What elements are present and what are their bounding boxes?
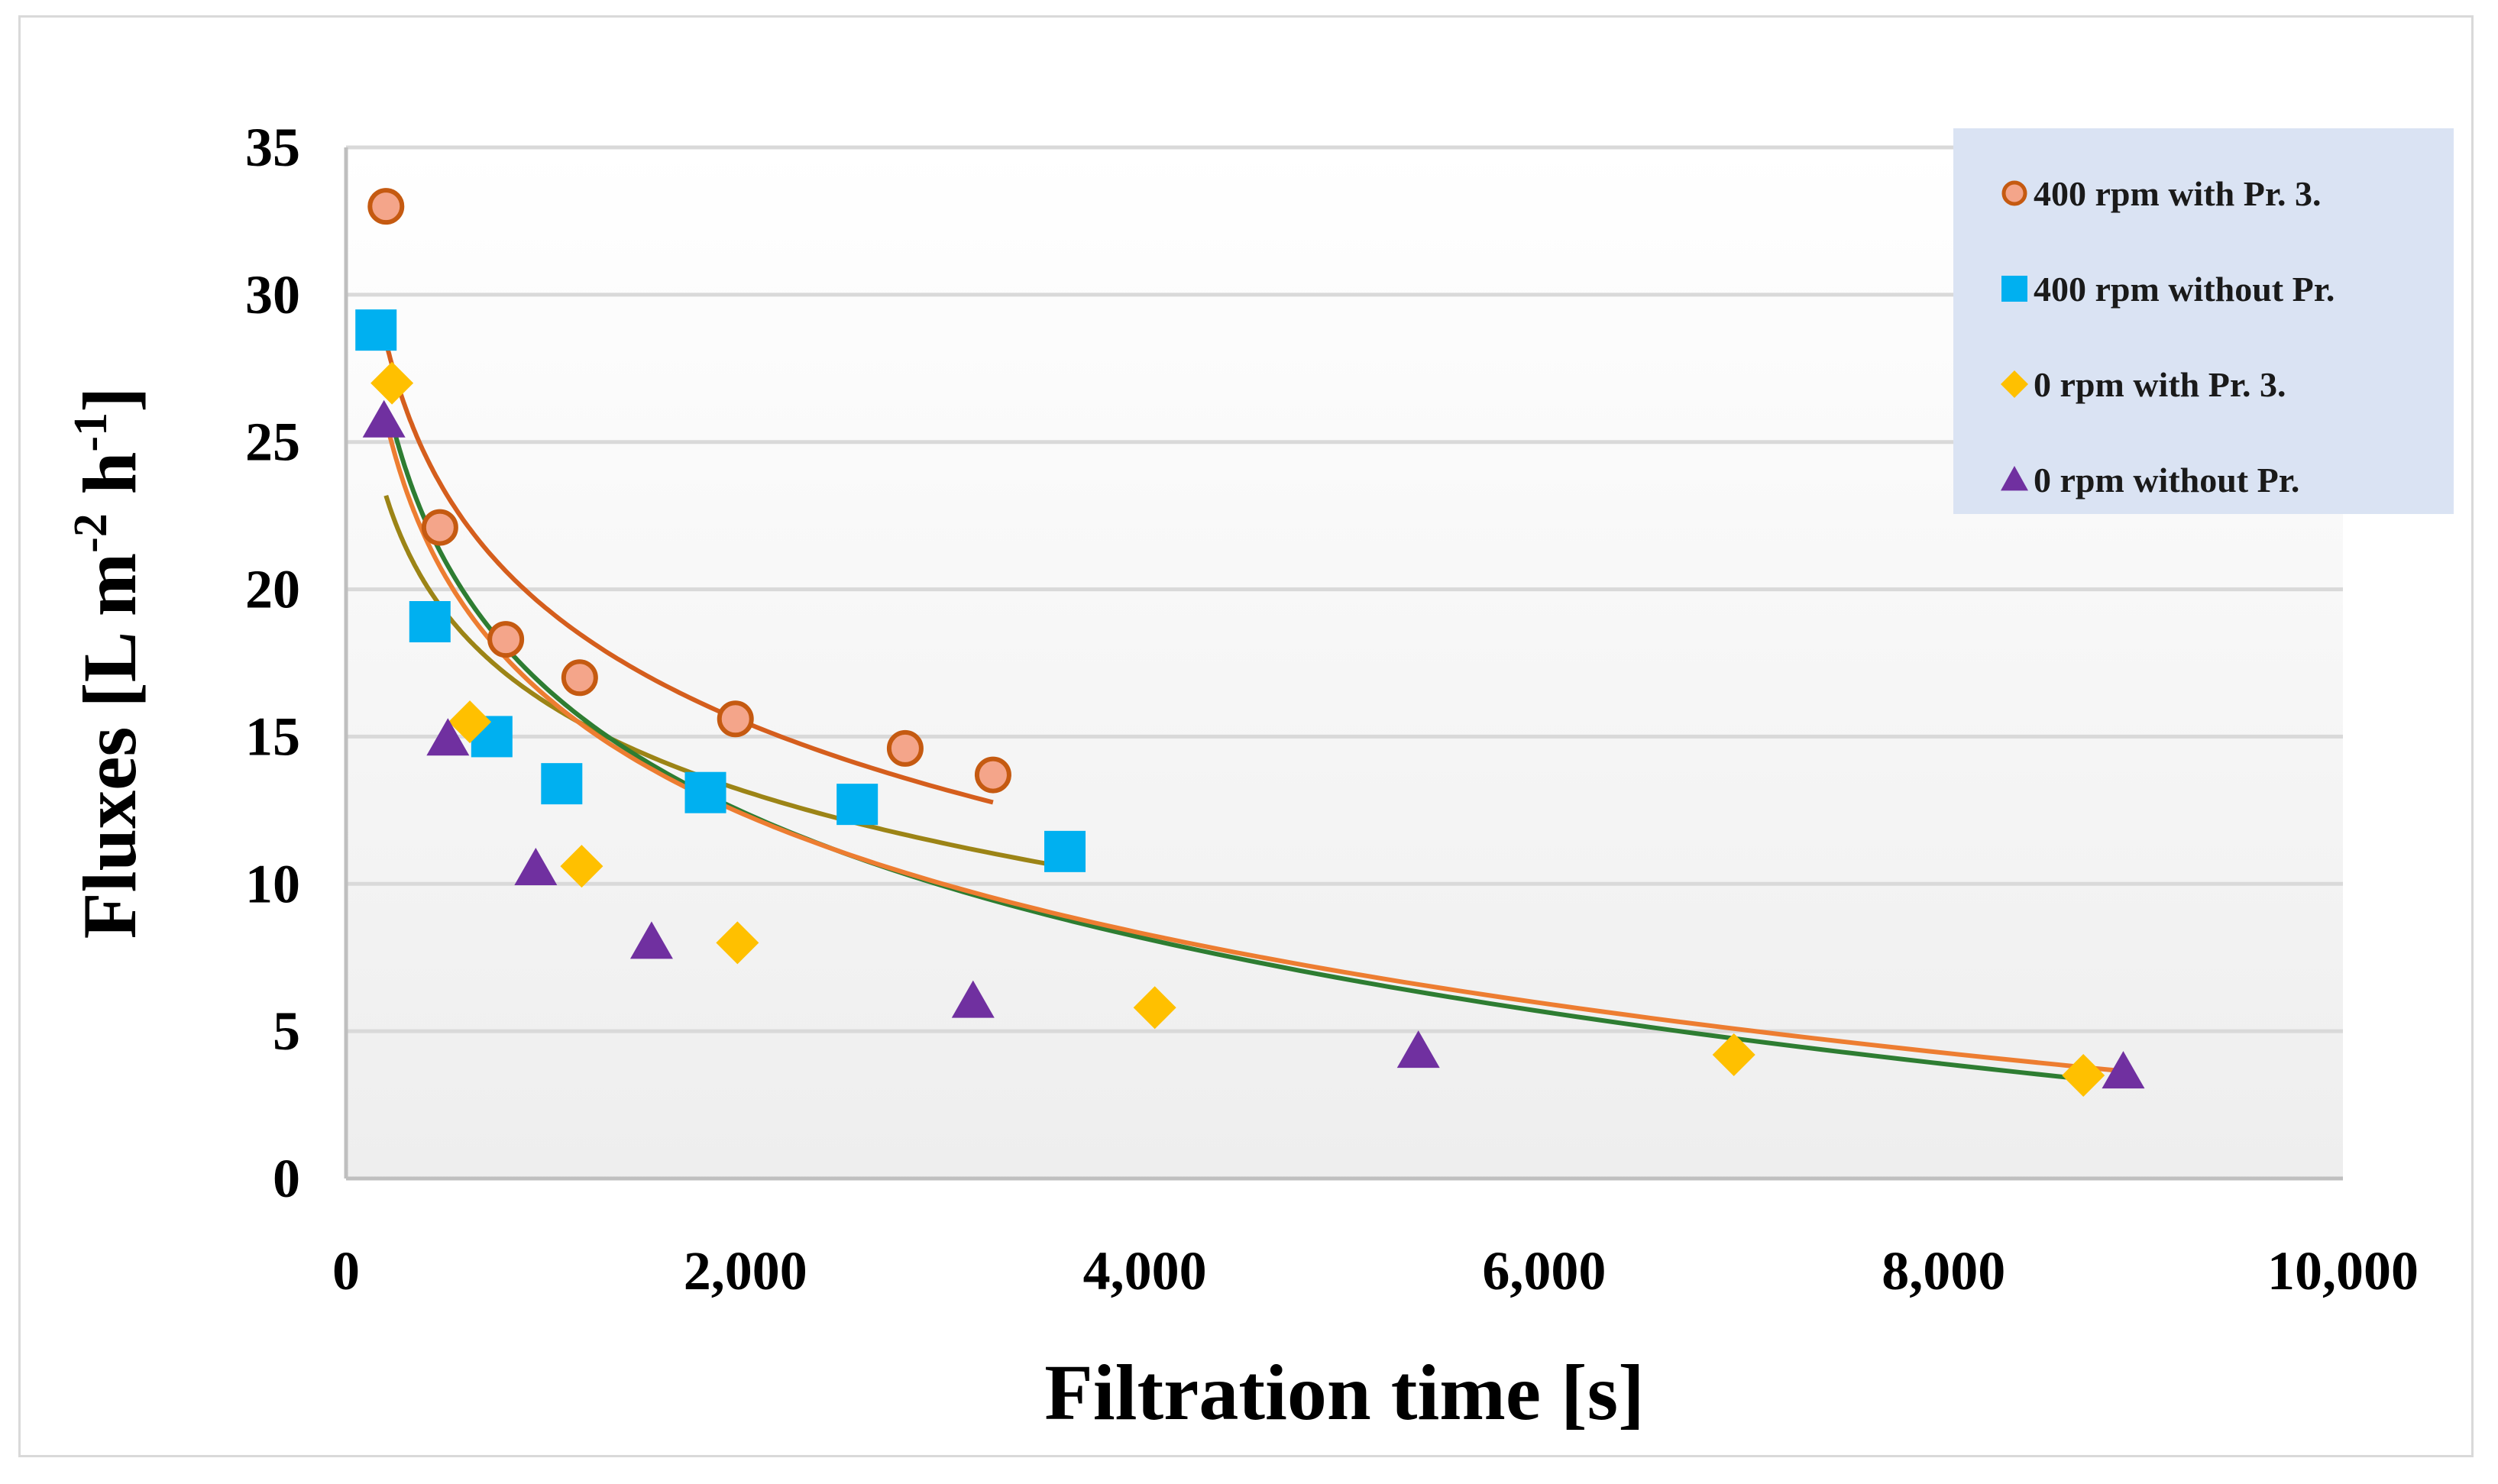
- point-series-1: [561, 659, 598, 697]
- y-tick-label: 0: [273, 1148, 300, 1209]
- x-tick-label: 0: [332, 1240, 360, 1301]
- legend-marker-diamond: [2001, 370, 2028, 398]
- point-series-2: [684, 771, 726, 813]
- point-series-3: [716, 921, 759, 965]
- legend-marker-triangle: [2001, 466, 2028, 491]
- point-series-4: [426, 718, 470, 756]
- y-tick-label: 20: [245, 559, 300, 620]
- legend-box: [1953, 128, 2454, 514]
- point-series-3: [2062, 1054, 2105, 1097]
- data-points: [355, 188, 2145, 1097]
- point-series-2: [1044, 830, 1086, 872]
- legend-label: 400 rpm with Pr. 3.: [2034, 174, 2322, 213]
- legend-label: 0 rpm with Pr. 3.: [2034, 365, 2286, 404]
- y-tick-label: 35: [245, 117, 300, 178]
- y-axis-title-sup1: -2: [65, 513, 117, 553]
- y-axis-title: Fluxes [L m-2 h-1]: [65, 387, 152, 939]
- legend-marker-circle: [2001, 180, 2027, 206]
- point-series-4: [362, 399, 406, 438]
- y-tick-label: 15: [245, 706, 300, 767]
- y-tick-label: 25: [245, 412, 300, 473]
- point-series-3: [370, 361, 414, 405]
- point-series-1: [886, 729, 924, 767]
- point-series-4: [2102, 1051, 2145, 1089]
- y-axis-title-main: Fluxes [L m: [67, 553, 152, 939]
- point-series-2: [836, 784, 879, 826]
- point-series-2: [355, 309, 397, 351]
- point-series-3: [1133, 986, 1176, 1030]
- y-tick-label: 10: [245, 853, 300, 914]
- y-tick-label: 30: [245, 264, 300, 325]
- legend-item: 0 rpm without Pr.: [2001, 461, 2299, 500]
- y-axis-title-mid: h: [67, 452, 152, 514]
- axes: [344, 147, 2343, 1181]
- trendline-series-4: [381, 410, 2124, 1074]
- point-series-4: [514, 848, 558, 885]
- point-series-3: [1712, 1033, 1755, 1076]
- x-axis-ticks: 0 2,000 4,000 6,000 8,000 10,000: [332, 1240, 2419, 1301]
- legend-marker-square: [2001, 276, 2027, 302]
- point-series-2: [409, 601, 451, 642]
- y-axis-title-sup2: -1: [65, 412, 117, 452]
- x-tick-label: 10,000: [2267, 1240, 2419, 1301]
- legend-item: 400 rpm with Pr. 3.: [2001, 174, 2322, 213]
- point-series-4: [951, 980, 995, 1018]
- point-series-1: [717, 700, 754, 738]
- point-series-3: [560, 845, 603, 888]
- flux-chart: 0 5 10 15 20 25 30 35 0 2,000 4,000 6,000 8,000 10,0…: [65, 117, 2454, 1437]
- legend-item: 0 rpm with Pr. 3.: [2001, 365, 2286, 404]
- point-series-1: [974, 756, 1011, 794]
- point-series-1: [367, 188, 405, 225]
- x-tick-label: 6,000: [1482, 1240, 1606, 1301]
- point-series-3: [448, 700, 492, 744]
- x-tick-label: 2,000: [684, 1240, 807, 1301]
- y-tick-label: 5: [273, 1001, 300, 1062]
- legend-label: 400 rpm without Pr.: [2034, 270, 2335, 309]
- legend-label: 0 rpm without Pr.: [2034, 461, 2299, 500]
- legend-item: 400 rpm without Pr.: [2001, 270, 2335, 309]
- point-series-4: [629, 921, 673, 959]
- trendline-series-2: [383, 494, 1066, 870]
- y-axis-title-end: ]: [67, 387, 152, 412]
- x-tick-label: 4,000: [1083, 1240, 1207, 1301]
- x-tick-label: 8,000: [1882, 1240, 2005, 1301]
- y-axis-ticks: 0 5 10 15 20 25 30 35: [245, 117, 300, 1209]
- point-series-2: [541, 763, 583, 805]
- chart-frame: 0 5 10 15 20 25 30 35 0 2,000 4,000 6,000 8,000 10,0…: [18, 15, 2474, 1457]
- point-series-4: [1396, 1030, 1440, 1069]
- x-axis-title: Filtration time [s]: [1044, 1349, 1645, 1437]
- legend: 400 rpm with Pr. 3. 400 rpm without Pr. 0 …: [1953, 128, 2454, 514]
- point-series-1: [487, 621, 525, 658]
- point-series-1: [421, 509, 458, 546]
